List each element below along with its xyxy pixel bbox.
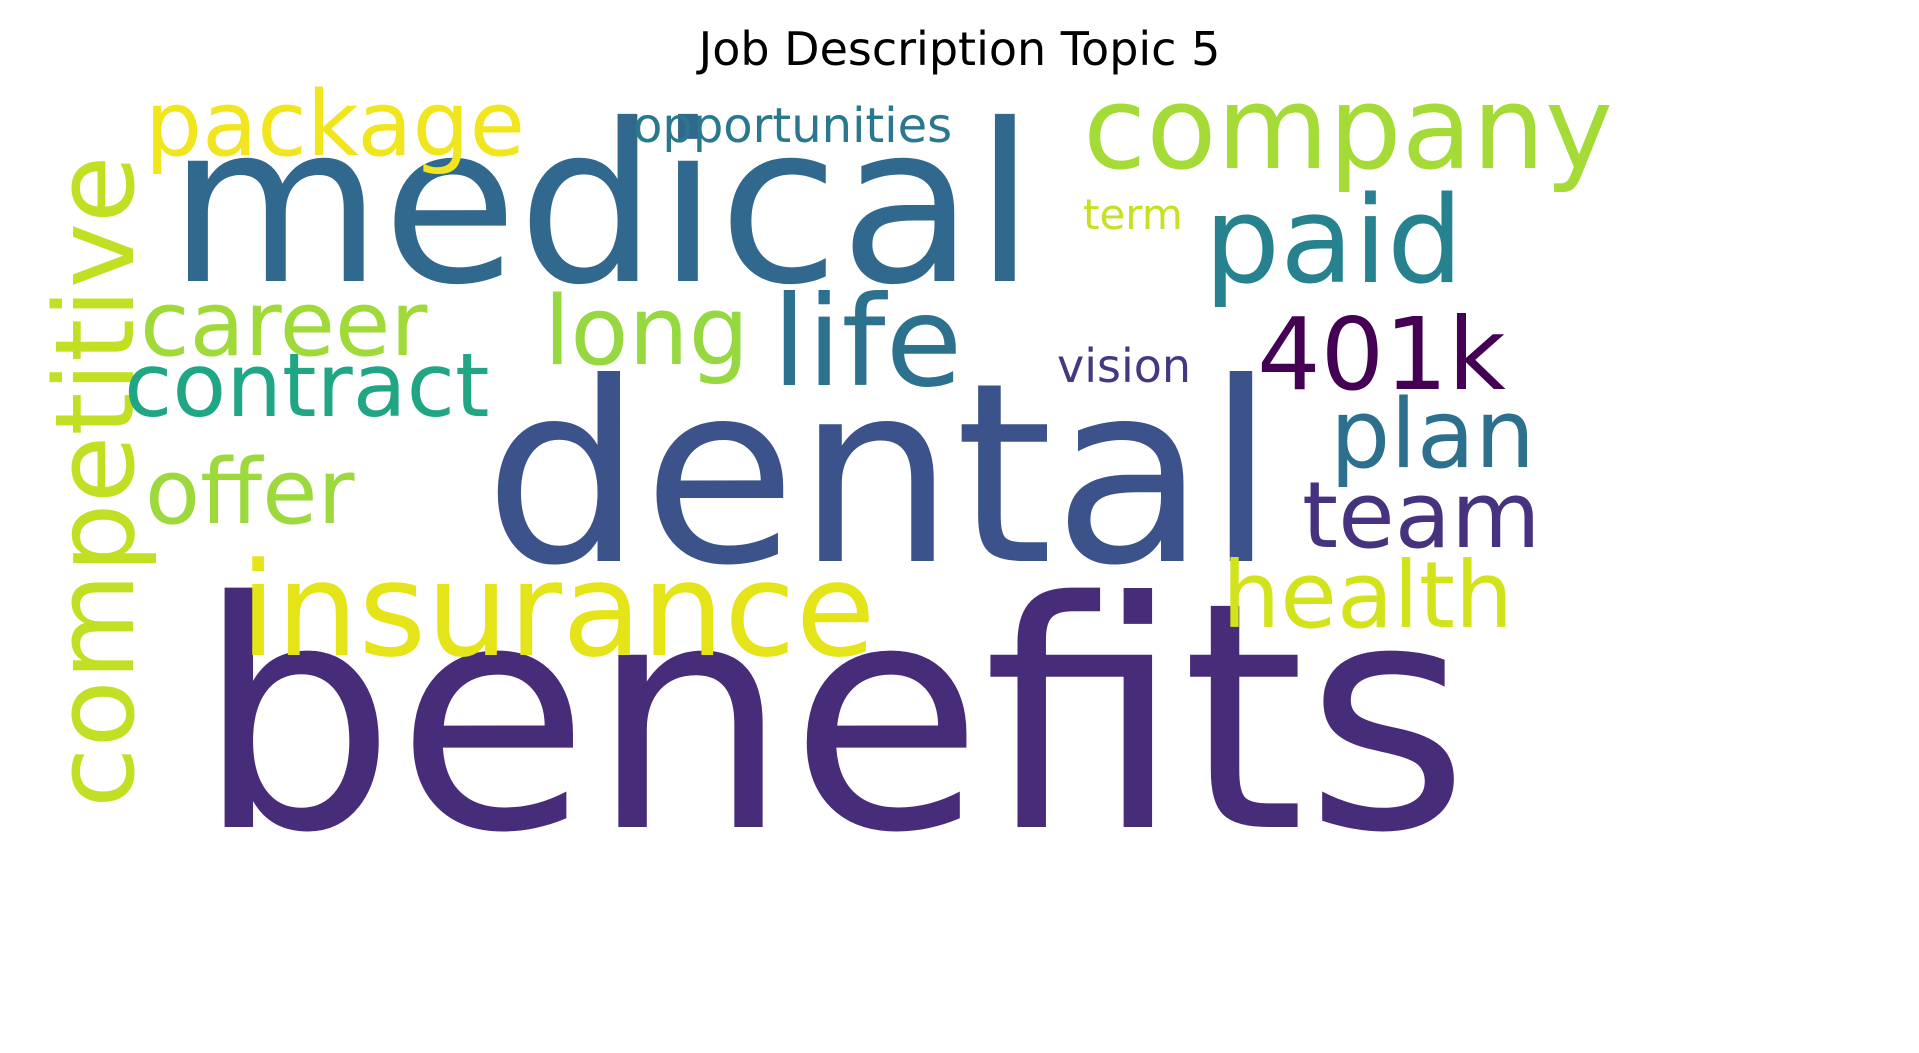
word-offer: offer xyxy=(145,440,355,545)
word-package: package xyxy=(145,72,525,177)
word-long: long xyxy=(544,277,750,387)
word-life: life xyxy=(772,270,963,415)
word-team: team xyxy=(1302,462,1541,569)
word-health: health xyxy=(1222,542,1514,649)
word-insurance: insurance xyxy=(240,534,876,686)
word-career: career xyxy=(140,272,428,377)
word-contract: contract xyxy=(124,334,490,437)
word-opportunities: opportunities xyxy=(633,98,953,154)
word-401k: 401k xyxy=(1257,296,1506,413)
word-vision: vision xyxy=(1057,339,1192,393)
word-dental: dental xyxy=(484,329,1276,620)
word-plan: plan xyxy=(1330,380,1536,490)
word-competitive: competitive xyxy=(31,155,159,808)
word-benefits: benefits xyxy=(196,536,1470,902)
word-paid: paid xyxy=(1204,172,1464,311)
word-company: company xyxy=(1083,62,1614,196)
word-medical: medical xyxy=(168,77,1036,333)
page-title: Job Description Topic 5 xyxy=(698,22,1221,76)
word-term: term xyxy=(1083,190,1183,239)
